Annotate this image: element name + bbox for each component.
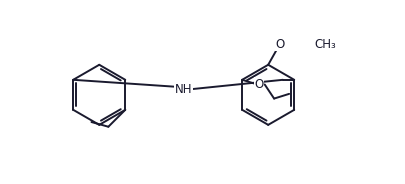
Text: O: O xyxy=(276,38,285,51)
Text: NH: NH xyxy=(175,83,192,96)
Text: O: O xyxy=(254,78,264,91)
Text: CH₃: CH₃ xyxy=(314,38,336,51)
